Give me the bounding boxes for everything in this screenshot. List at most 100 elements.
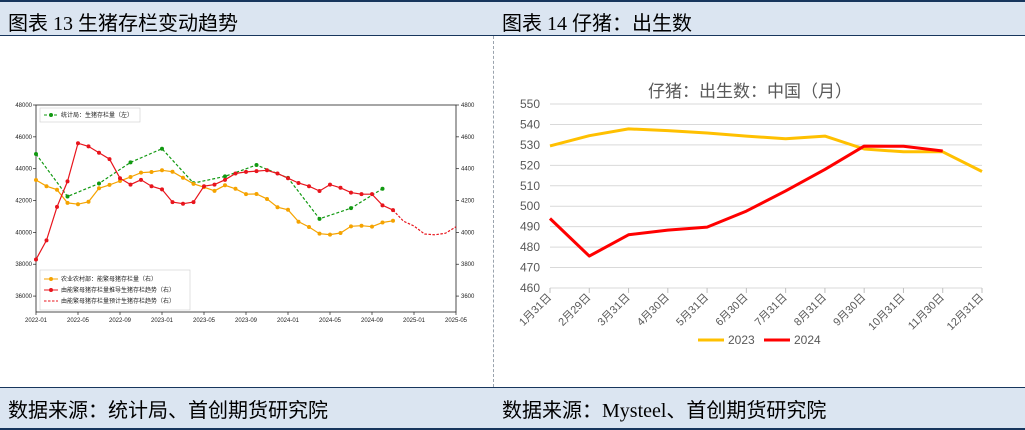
x-tick-label: 10月31日 — [866, 292, 907, 333]
data-point — [191, 200, 196, 205]
data-point — [223, 183, 227, 188]
data-point — [86, 199, 91, 204]
data-point — [128, 174, 133, 179]
data-point — [286, 176, 290, 181]
data-point — [296, 219, 301, 224]
data-point — [307, 224, 311, 229]
legend-label: 由能繁母猪存栏量预计生猪存栏趋势（右） — [61, 297, 175, 305]
data-point — [254, 169, 259, 174]
left-header: 图表 13 生猪存栏变动趋势 — [0, 0, 494, 36]
x-tick-label: 2022-09 — [109, 318, 132, 324]
y-tick-label-left: 44000 — [15, 167, 32, 173]
left-footer: 数据来源：统计局、首创期货研究院 — [0, 387, 494, 430]
data-point — [76, 202, 80, 207]
data-point — [139, 177, 143, 182]
data-point — [34, 152, 38, 157]
right-header: 图表 14 仔猪：出生数 — [494, 0, 1025, 36]
panel-divider — [493, 36, 494, 387]
data-point — [254, 163, 259, 168]
data-point — [244, 192, 248, 197]
x-tick-label: 11月30日 — [906, 292, 947, 333]
y-tick-label-right: 3800 — [461, 262, 475, 268]
legend-label: 由能繁母猪存栏量推导生猪存栏趋势（右） — [61, 286, 175, 294]
data-point — [149, 170, 154, 175]
y-tick-label: 470 — [520, 261, 540, 275]
data-point — [107, 182, 112, 187]
data-point — [275, 205, 280, 210]
data-point — [212, 188, 217, 193]
data-point — [380, 186, 385, 191]
series-line — [392, 209, 457, 236]
x-tick-label: 3月31日 — [596, 292, 633, 329]
data-point — [160, 146, 164, 151]
chart-title: 仔猪：出生数：中国（月） — [648, 82, 852, 101]
data-point — [160, 168, 164, 173]
data-point — [76, 141, 80, 146]
data-point — [212, 182, 217, 187]
y-tick-label: 550 — [520, 97, 540, 111]
legend-marker — [49, 277, 53, 281]
y-tick-label-right: 4400 — [461, 167, 475, 173]
x-tick-label: 2023-05 — [193, 318, 216, 324]
x-tick-label: 2022-01 — [25, 318, 48, 324]
data-point — [139, 170, 143, 175]
data-point — [149, 184, 154, 189]
data-point — [244, 169, 248, 174]
y-tick-label-left: 40000 — [15, 230, 32, 236]
y-tick-label-left: 42000 — [15, 199, 32, 205]
right-footer-source: 数据来源：Mysteel、首创期货研究院 — [502, 400, 827, 422]
legend-marker — [49, 113, 53, 117]
x-tick-label: 2022-05 — [67, 318, 90, 324]
y-tick-label-right: 4200 — [461, 199, 475, 205]
legend-label: 2024 — [794, 333, 821, 347]
legend-marker — [49, 288, 53, 292]
series-line — [548, 144, 943, 258]
x-tick-label: 12月31日 — [945, 292, 986, 333]
legend-label: 2023 — [728, 333, 755, 347]
data-point — [118, 176, 122, 181]
series-line — [35, 147, 383, 220]
y-tick-label-left: 36000 — [15, 294, 32, 300]
y-tick-label: 520 — [520, 158, 540, 172]
data-point — [370, 224, 374, 229]
left-footer-source: 数据来源：统计局、首创期货研究院 — [8, 400, 328, 422]
legend-box-bottom — [39, 269, 191, 311]
series-line — [549, 127, 983, 173]
x-tick-label: 2023-01 — [151, 318, 174, 324]
data-point — [359, 192, 364, 197]
y-tick-label-left: 46000 — [15, 135, 32, 141]
data-point — [86, 144, 91, 149]
data-point — [307, 184, 311, 189]
data-point — [254, 192, 259, 197]
data-point — [128, 182, 133, 187]
legend-label: 农业农村部：能繁母猪存栏量（右） — [61, 275, 157, 283]
data-point — [128, 160, 133, 165]
left-panel: 图表 13 生猪存栏变动趋势 36000 38000 40000 42000 44000… — [0, 0, 494, 430]
right-chart: 仔猪：出生数：中国（月） 460 470 480 490 500 510 520 530 540 5… — [517, 82, 986, 347]
data-point — [44, 184, 49, 189]
data-point — [97, 150, 101, 155]
data-point — [338, 231, 343, 236]
data-point — [391, 218, 395, 223]
left-chart: 36000 38000 40000 42000 44000 46000 48000 3600 3… — [15, 103, 475, 324]
data-point — [181, 175, 185, 180]
data-point — [265, 168, 269, 173]
x-tick-label: 1月31日 — [517, 292, 554, 329]
x-tick-label: 2025-01 — [403, 318, 426, 324]
data-point — [296, 181, 301, 186]
data-point — [55, 187, 59, 192]
data-point — [170, 200, 175, 205]
data-point — [223, 177, 227, 182]
data-point — [191, 181, 196, 186]
x-tick-label: 9月30日 — [831, 292, 868, 329]
data-point — [286, 207, 290, 212]
data-point — [65, 179, 70, 184]
data-point — [275, 171, 280, 176]
y-tick-label: 530 — [520, 138, 540, 152]
data-point — [44, 238, 49, 243]
data-point — [338, 185, 343, 190]
data-point — [349, 190, 353, 195]
data-point — [97, 181, 101, 186]
y-tick-label-right: 4000 — [461, 230, 475, 236]
y-tick-label: 540 — [520, 117, 540, 131]
